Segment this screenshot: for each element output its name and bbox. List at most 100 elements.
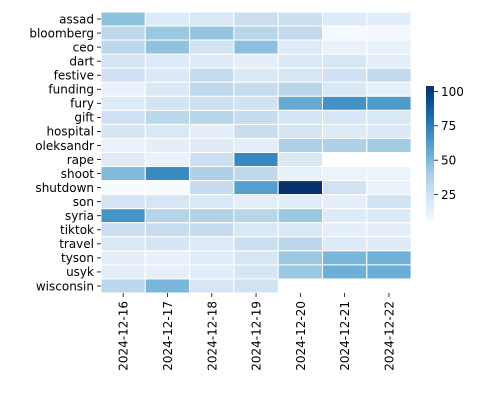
heatmap-cell-syria-2024-12-21 [322, 208, 368, 224]
heatmap-cell-son-2024-12-18 [189, 194, 235, 210]
heatmap-cell-funding-2024-12-20 [277, 81, 324, 97]
heatmap-cell-son-2024-12-17 [144, 194, 191, 210]
row-label-rape: rape [67, 153, 94, 167]
heatmap-cell-syria-2024-12-20 [277, 208, 324, 224]
heatmap-cell-wisconsin-2024-12-17 [144, 278, 191, 294]
heatmap-cell-bloomberg-2024-12-21 [322, 25, 368, 41]
heatmap-cell-gift-2024-12-17 [144, 109, 191, 125]
row-label-tiktok: tiktok [60, 223, 94, 237]
heatmap-cell-shoot-2024-12-17 [144, 166, 191, 182]
heatmap-cell-fury-2024-12-16 [100, 95, 146, 111]
heatmap-cell-travel-2024-12-21 [322, 236, 368, 252]
heatmap-cell-shoot-2024-12-20 [277, 166, 324, 182]
heatmap-cell-hospital-2024-12-20 [277, 123, 324, 139]
heatmap-cell-rape-2024-12-20 [277, 152, 324, 168]
row-label-festive: festive [54, 69, 94, 83]
heatmap-cell-usyk-2024-12-19 [233, 264, 279, 280]
heatmap-cell-travel-2024-12-18 [189, 236, 235, 252]
heatmap-cell-dart-2024-12-18 [189, 53, 235, 69]
heatmap-cell-son-2024-12-22 [366, 194, 412, 210]
heatmap-cell-son-2024-12-16 [100, 194, 146, 210]
heatmap-cell-ceo-2024-12-19 [233, 39, 279, 55]
heatmap-cell-fury-2024-12-18 [189, 95, 235, 111]
heatmap-cell-festive-2024-12-21 [322, 67, 368, 83]
heatmap-cell-son-2024-12-20 [277, 194, 324, 210]
heatmap-cell-wisconsin-2024-12-19 [233, 278, 279, 294]
heatmap-cell-son-2024-12-21 [322, 194, 368, 210]
heatmap-cell-syria-2024-12-22 [366, 208, 412, 224]
row-label-bloomberg: bloomberg [29, 26, 94, 40]
heatmap-cell-wisconsin-2024-12-18 [189, 278, 235, 294]
heatmap-cell-gift-2024-12-16 [100, 109, 146, 125]
heatmap-cell-dart-2024-12-22 [366, 53, 412, 69]
row-label-funding: funding [48, 83, 94, 97]
row-label-tyson: tyson [61, 251, 94, 265]
heatmap-cell-bloomberg-2024-12-19 [233, 25, 279, 41]
row-label-assad: assad [59, 12, 94, 26]
heatmap-cell-funding-2024-12-18 [189, 81, 235, 97]
heatmap-cell-fury-2024-12-22 [366, 95, 412, 111]
heatmap-cell-shutdown-2024-12-18 [189, 180, 235, 196]
heatmap-cell-shutdown-2024-12-16 [100, 180, 146, 196]
heatmap-cell-travel-2024-12-17 [144, 236, 191, 252]
heatmap-cell-usyk-2024-12-20 [277, 264, 324, 280]
heatmap-cell-dart-2024-12-20 [277, 53, 324, 69]
row-label-travel: travel [59, 237, 94, 251]
heatmap-cell-syria-2024-12-16 [100, 208, 146, 224]
heatmap-cell-hospital-2024-12-17 [144, 123, 191, 139]
row-label-hospital: hospital [46, 125, 94, 139]
heatmap-cell-festive-2024-12-20 [277, 67, 324, 83]
heatmap-cell-bloomberg-2024-12-22 [366, 25, 412, 41]
heatmap-cell-tyson-2024-12-19 [233, 250, 279, 266]
heatmap-cell-funding-2024-12-22 [366, 81, 412, 97]
heatmap-cell-oleksandr-2024-12-20 [277, 137, 324, 153]
heatmap-cell-funding-2024-12-17 [144, 81, 191, 97]
heatmap-cell-fury-2024-12-17 [144, 95, 191, 111]
heatmap-cell-assad-2024-12-20 [277, 11, 324, 27]
heatmap-cell-festive-2024-12-16 [100, 67, 146, 83]
row-label-gift: gift [74, 111, 94, 125]
heatmap-cell-dart-2024-12-17 [144, 53, 191, 69]
heatmap-cell-ceo-2024-12-17 [144, 39, 191, 55]
heatmap-cell-fury-2024-12-20 [277, 95, 324, 111]
heatmap-cell-tiktok-2024-12-22 [366, 222, 412, 238]
heatmap-cell-usyk-2024-12-21 [322, 264, 368, 280]
heatmap-cell-gift-2024-12-22 [366, 109, 412, 125]
row-label-usyk: usyk [66, 265, 94, 279]
column-label-2024-12-21: 2024-12-21 [338, 301, 352, 371]
heatmap-cell-usyk-2024-12-16 [100, 264, 146, 280]
heatmap-cell-shoot-2024-12-16 [100, 166, 146, 182]
heatmap-cell-tyson-2024-12-22 [366, 250, 412, 266]
heatmap-cell-assad-2024-12-19 [233, 11, 279, 27]
column-label-2024-12-22: 2024-12-22 [382, 301, 396, 371]
heatmap-cell-shutdown-2024-12-21 [322, 180, 368, 196]
heatmap-cell-fury-2024-12-21 [322, 95, 368, 111]
row-label-ceo: ceo [73, 40, 94, 54]
heatmap-cell-travel-2024-12-16 [100, 236, 146, 252]
column-label-2024-12-19: 2024-12-19 [250, 301, 264, 371]
heatmap-cell-tiktok-2024-12-17 [144, 222, 191, 238]
colorbar-tick-label-25: 25 [441, 188, 456, 202]
row-label-wisconsin: wisconsin [36, 279, 94, 293]
heatmap-cell-oleksandr-2024-12-21 [322, 137, 368, 153]
heatmap-cell-shutdown-2024-12-17 [144, 180, 191, 196]
heatmap-cell-tyson-2024-12-21 [322, 250, 368, 266]
heatmap-cell-hospital-2024-12-18 [189, 123, 235, 139]
heatmap-cell-assad-2024-12-21 [322, 11, 368, 27]
heatmap-cell-festive-2024-12-22 [366, 67, 412, 83]
heatmap-cell-rape-2024-12-17 [144, 152, 191, 168]
heatmap-cell-tiktok-2024-12-18 [189, 222, 235, 238]
heatmap-cell-shoot-2024-12-18 [189, 166, 235, 182]
heatmap-cell-festive-2024-12-19 [233, 67, 279, 83]
row-label-syria: syria [65, 209, 94, 223]
column-label-2024-12-17: 2024-12-17 [161, 301, 175, 371]
colorbar-tick-label-100: 100 [441, 85, 464, 99]
heatmap-cell-rape-2024-12-16 [100, 152, 146, 168]
heatmap-cell-assad-2024-12-18 [189, 11, 235, 27]
heatmap-cell-syria-2024-12-17 [144, 208, 191, 224]
heatmap-cell-shoot-2024-12-21 [322, 166, 368, 182]
heatmap-cell-tiktok-2024-12-20 [277, 222, 324, 238]
heatmap-cell-tiktok-2024-12-19 [233, 222, 279, 238]
heatmap-cell-bloomberg-2024-12-18 [189, 25, 235, 41]
